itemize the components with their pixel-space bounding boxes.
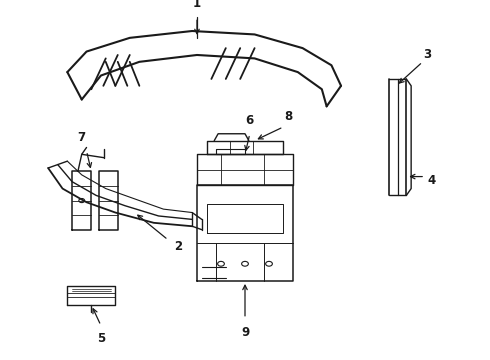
Text: 1: 1 [193,0,201,10]
Text: 3: 3 [423,49,432,62]
Text: 8: 8 [284,111,293,123]
Text: 7: 7 [78,131,86,144]
Text: 6: 6 [245,114,254,127]
Text: 9: 9 [241,325,249,338]
Text: 2: 2 [174,240,182,253]
Text: 5: 5 [97,332,105,346]
Text: 4: 4 [427,174,436,186]
